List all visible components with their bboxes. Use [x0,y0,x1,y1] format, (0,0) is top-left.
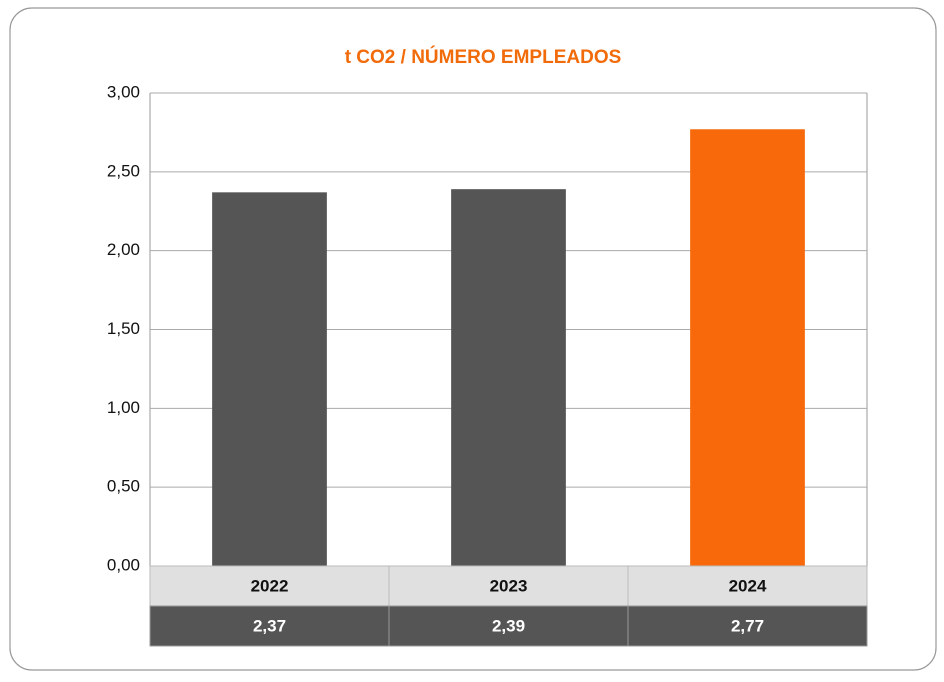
y-tick-label: 0,50 [107,477,140,496]
value-label: 2,39 [492,616,525,635]
value-label: 2,77 [731,616,764,635]
table-cell [149,565,390,607]
table-cell [388,605,629,647]
x-tick-label: 2023 [490,576,528,595]
value-label: 2,37 [253,616,286,635]
x-tick-label: 2024 [729,576,767,595]
table-cell [149,605,390,647]
y-tick-label: 0,00 [107,555,140,574]
chart-title: t CO2 / NÚMERO EMPLEADOS [345,46,622,68]
bar [451,189,566,566]
bar [690,129,805,566]
y-tick-label: 2,00 [107,240,140,259]
y-tick-label: 1,50 [107,319,140,338]
x-tick-label: 2022 [251,576,289,595]
bar [212,192,327,566]
y-tick-label: 1,00 [107,398,140,417]
table-cell [627,605,868,647]
y-tick-label: 2,50 [107,161,140,180]
table-cell [388,565,629,607]
y-tick-label: 3,00 [107,82,140,101]
